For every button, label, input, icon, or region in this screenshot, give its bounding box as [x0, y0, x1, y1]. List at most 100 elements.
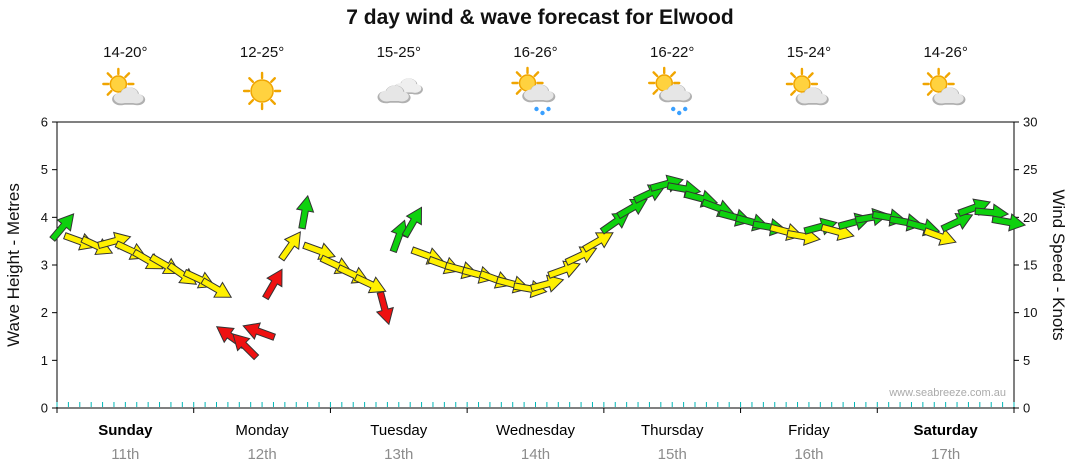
left-axis-tick-label: 4 — [41, 210, 48, 225]
temperature-label: 16-22° — [650, 44, 694, 61]
sun-ray — [670, 71, 677, 78]
wind-arrow — [200, 277, 233, 298]
sun-ray — [652, 71, 659, 78]
sun-ray — [790, 89, 797, 96]
sun-ray — [944, 72, 951, 79]
sun-ray — [926, 72, 933, 79]
right-axis-tick-label: 15 — [1023, 258, 1037, 273]
wind-arrow — [353, 273, 387, 294]
sun-disc — [793, 75, 811, 93]
wind-arrow — [232, 333, 260, 361]
weather-sun-cloud-icon — [785, 67, 829, 106]
day-date-label: 14th — [521, 446, 550, 463]
wind-arrow — [940, 212, 974, 233]
left-axis-tick-label: 1 — [41, 353, 48, 368]
right-axis-tick-label: 10 — [1023, 305, 1037, 320]
day-date-label: 15th — [658, 446, 687, 463]
temperature-label: 15-24° — [787, 44, 831, 61]
temperature-label: 12-25° — [240, 44, 284, 61]
rain-drop — [546, 106, 551, 112]
wind-arrow — [278, 231, 301, 262]
rain-drop — [671, 106, 676, 112]
sun-ray — [807, 72, 814, 79]
right-axis-tick-label: 30 — [1023, 115, 1037, 130]
left-axis-tick-label: 0 — [41, 401, 48, 416]
day-name-label: Thursday — [641, 422, 704, 439]
right-axis-tick-label: 25 — [1023, 162, 1037, 177]
day-name-label: Sunday — [98, 422, 153, 439]
left-axis-tick-label: 2 — [41, 305, 48, 320]
weather-sun-cloud-icon — [922, 67, 966, 106]
wind-arrow — [401, 206, 423, 239]
sun-ray — [270, 98, 276, 105]
wind-arrow — [262, 268, 283, 301]
chart-title: 7 day wind & wave forecast for Elwood — [346, 6, 734, 29]
weather-sun-icon — [242, 71, 282, 111]
temperature-label: 16-26° — [513, 44, 557, 61]
watermark: www.seabreeze.com.au — [888, 387, 1006, 399]
sun-ray — [106, 72, 113, 79]
cloud-base — [381, 94, 406, 101]
wind-arrow — [49, 213, 75, 242]
plot-frame — [56, 121, 1015, 409]
weather-sun-cloud-rain-icon — [511, 66, 556, 116]
wind-arrow — [871, 208, 907, 227]
sun-ray — [124, 72, 131, 79]
left-axis-tick-label: 6 — [41, 115, 48, 130]
day-name-label: Wednesday — [496, 422, 575, 439]
sun-disc — [250, 79, 274, 103]
sun-disc — [929, 75, 948, 93]
day-date-label: 13th — [384, 446, 413, 463]
sun-ray — [248, 98, 255, 105]
sun-ray — [515, 71, 522, 78]
sun-ray — [106, 89, 113, 96]
rain-drop — [683, 106, 688, 112]
right-axis-tick-label: 5 — [1023, 353, 1030, 368]
temperature-label: 14-26° — [923, 44, 967, 61]
wind-arrow — [295, 194, 315, 230]
day-name-label: Friday — [788, 422, 830, 439]
left-axis-tick-label: 5 — [41, 162, 48, 177]
wind-arrow — [530, 274, 565, 293]
weather-cloud-icon — [377, 78, 423, 104]
sun-ray — [248, 77, 255, 84]
day-date-label: 12th — [247, 446, 276, 463]
day-date-label: 11th — [111, 446, 139, 463]
right-axis-tick-label: 20 — [1023, 210, 1037, 225]
wind-arrow — [547, 260, 581, 279]
wind-arrow — [582, 232, 614, 253]
weather-sun-cloud-rain-icon — [648, 66, 693, 116]
right-axis-tick-label: 0 — [1023, 401, 1030, 416]
temperature-label: 14-20° — [103, 44, 147, 61]
wind-arrow — [564, 246, 598, 266]
day-name-label: Saturday — [914, 422, 979, 439]
cloud-base — [663, 93, 688, 100]
sun-disc — [109, 75, 128, 93]
wind-arrow — [991, 213, 1027, 232]
wind-arrow — [375, 291, 394, 326]
wind-arrow — [923, 227, 957, 246]
day-name-label: Tuesday — [370, 422, 427, 439]
wind-arrow — [242, 322, 276, 341]
day-name-label: Monday — [235, 422, 289, 439]
left-axis-tick-label: 3 — [41, 258, 48, 273]
rain-drop — [540, 110, 545, 116]
rain-drop — [534, 106, 539, 112]
sun-ray — [652, 88, 659, 95]
sun-ray — [533, 71, 540, 78]
sun-ray — [790, 72, 797, 79]
sun-ray — [270, 77, 276, 84]
rain-drop — [677, 110, 682, 116]
cloud-base — [799, 96, 824, 103]
temperature-label: 15-25° — [377, 44, 421, 61]
weather-sun-cloud-icon — [102, 67, 146, 106]
wind-arrow — [616, 198, 648, 220]
day-date-label: 16th — [794, 446, 823, 463]
sun-ray — [515, 88, 522, 95]
sun-ray — [926, 89, 933, 96]
cloud-base — [526, 93, 551, 100]
cloud-base — [936, 96, 961, 103]
day-date-label: 17th — [931, 446, 960, 463]
